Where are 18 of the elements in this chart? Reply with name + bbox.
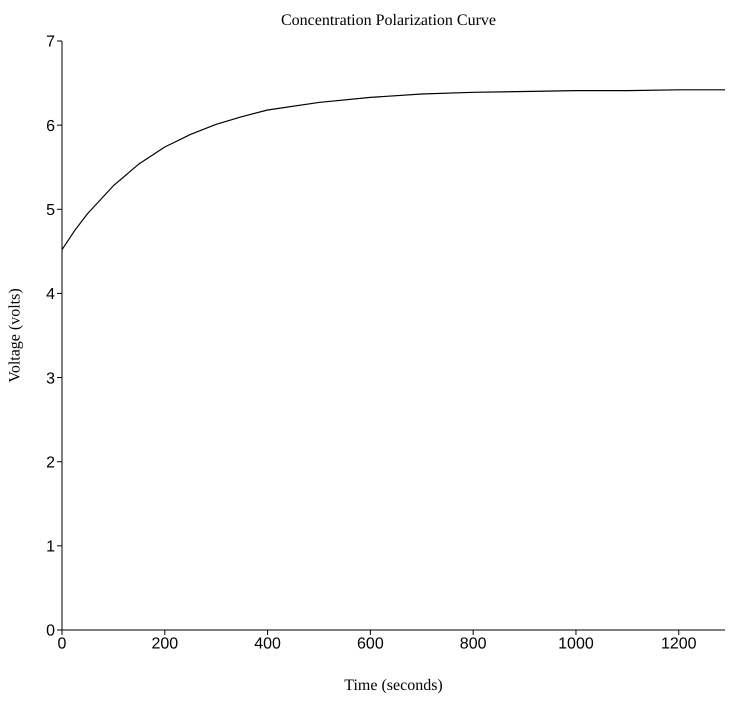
y-tick-label: 5 — [46, 202, 56, 219]
x-tick-label: 1000 — [558, 635, 594, 652]
x-tick-label: 800 — [460, 635, 487, 652]
x-tick-label: 200 — [151, 635, 178, 652]
x-tick-label: 400 — [254, 635, 282, 652]
y-tick-label: 6 — [46, 118, 56, 135]
y-tick-label: 1 — [46, 538, 56, 556]
y-tick-label: 7 — [46, 34, 56, 51]
y-tick-label: 3 — [46, 370, 56, 388]
y-tick-label: 4 — [46, 286, 56, 304]
x-tick-label: 1200 — [660, 635, 697, 652]
x-tick-label: 600 — [357, 635, 384, 652]
x-axis-title: Time (seconds) — [344, 677, 443, 694]
y-tick-label: 2 — [46, 454, 56, 472]
y-axis-title: Voltage (volts) — [6, 288, 24, 383]
y-tick-label: 0 — [46, 622, 56, 640]
x-tick-label: 0 — [58, 635, 67, 652]
chart-title: Concentration Polarization Curve — [280, 11, 498, 31]
